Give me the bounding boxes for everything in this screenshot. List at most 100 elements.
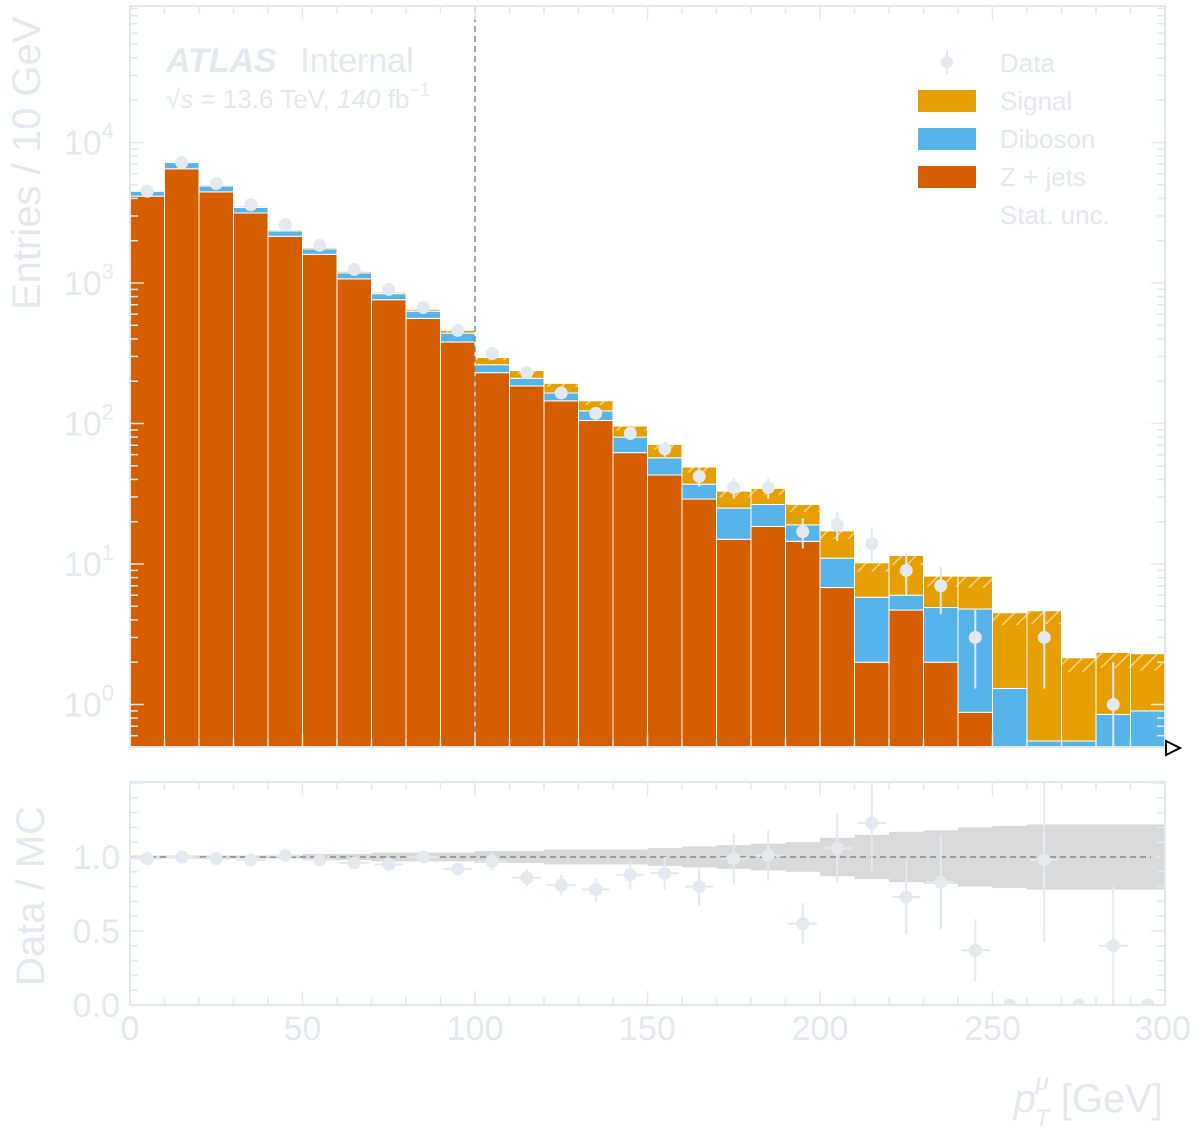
ratio-point bbox=[382, 857, 396, 871]
main-y-axis-label: Entries / 10 GeV bbox=[5, 16, 49, 310]
data-point bbox=[830, 518, 844, 532]
zjets-bar bbox=[819, 587, 855, 747]
zjets-bar bbox=[509, 385, 545, 747]
zjets-bar bbox=[130, 195, 165, 747]
tick-base: 10 bbox=[64, 125, 102, 163]
ratio-point bbox=[623, 868, 637, 882]
diboson-bar bbox=[923, 607, 959, 663]
legend-item-data: Data bbox=[941, 48, 1055, 78]
data-point bbox=[485, 346, 499, 360]
diboson-bar bbox=[1130, 710, 1165, 747]
x-axis-label: pμ T [GeV] bbox=[1013, 1069, 1163, 1129]
data-marker-icon bbox=[941, 56, 953, 68]
x-tick-label: 50 bbox=[284, 1010, 322, 1048]
ratio-y-tick-label: 0.0 bbox=[73, 987, 120, 1025]
legend-item-signal: Signal bbox=[918, 86, 1072, 116]
ratio-point bbox=[278, 849, 292, 863]
ratio-point bbox=[761, 849, 775, 863]
ratio-point bbox=[347, 856, 361, 870]
x-axis-sup: μ bbox=[1035, 1069, 1049, 1096]
ratio-point bbox=[934, 875, 948, 889]
ratio-point bbox=[1037, 853, 1051, 867]
x-axis-sub: T bbox=[1035, 1105, 1052, 1129]
data-point bbox=[175, 156, 189, 170]
zjets-bar bbox=[440, 341, 476, 747]
diboson-bar bbox=[854, 596, 890, 663]
data-point bbox=[761, 481, 775, 495]
legend-label: Z + jets bbox=[1000, 162, 1086, 192]
ratio-axis-ticks bbox=[129, 782, 1166, 1006]
ratio-point bbox=[209, 851, 223, 865]
x-axis-unit: [GeV] bbox=[1050, 1077, 1163, 1121]
stat-hatch-bar bbox=[613, 421, 648, 431]
energy-text: = 13.6 TeV, bbox=[193, 84, 337, 114]
zjets-bar bbox=[854, 661, 890, 747]
lumi-exponent: −1 bbox=[409, 80, 430, 100]
stat-hatch-bar bbox=[1130, 640, 1165, 671]
stacked-histogram bbox=[130, 160, 1165, 747]
zjets-bar bbox=[164, 168, 200, 747]
data-point bbox=[347, 262, 361, 276]
zjets-bar bbox=[198, 191, 234, 747]
ratio-frame bbox=[129, 781, 1166, 1006]
zjets-bar bbox=[750, 525, 786, 747]
data-point bbox=[278, 218, 292, 232]
diboson-swatch-icon bbox=[918, 128, 976, 150]
lumi-value: 140 bbox=[337, 84, 381, 114]
legend-item-stat-unc: Stat. unc. bbox=[918, 200, 1110, 230]
main-y-tick-label: 104 bbox=[64, 119, 114, 163]
ratio-point bbox=[865, 816, 879, 830]
overflow-arrow-icon bbox=[1165, 739, 1183, 757]
ratio-point bbox=[830, 841, 844, 855]
stat-hatch-bar bbox=[682, 461, 717, 473]
zjets-bar bbox=[371, 299, 407, 747]
zjets-bar bbox=[233, 212, 269, 747]
main-y-tick-label: 100 bbox=[64, 681, 114, 725]
zjets-bar bbox=[785, 540, 821, 747]
ratio-point bbox=[658, 866, 672, 880]
stat-band-segment bbox=[371, 852, 407, 862]
ratio-point bbox=[451, 862, 465, 876]
legend-label: Diboson bbox=[1000, 124, 1095, 154]
ratio-point bbox=[899, 890, 913, 904]
tick-exponent: 0 bbox=[102, 681, 114, 706]
data-point bbox=[451, 323, 465, 337]
diboson-bar bbox=[716, 507, 752, 540]
stat-hatch-bar bbox=[544, 379, 579, 388]
diboson-bar bbox=[888, 594, 924, 611]
data-point bbox=[313, 238, 327, 252]
data-point bbox=[244, 198, 258, 212]
ratio-point bbox=[1003, 998, 1017, 1005]
energy-lumi-label: √s = 13.6 TeV, 140 fb−1 bbox=[166, 80, 430, 114]
data-point bbox=[589, 406, 603, 420]
ratio-point bbox=[692, 880, 706, 894]
x-tick-label: 250 bbox=[964, 1010, 1021, 1048]
stat-hatch-bar bbox=[854, 555, 889, 572]
data-point bbox=[520, 366, 534, 380]
zjets-bar bbox=[612, 452, 648, 747]
stat-band-segment bbox=[440, 852, 476, 862]
stat-band-segment bbox=[509, 851, 545, 863]
zjets-bar bbox=[578, 420, 614, 747]
zjets-bar bbox=[923, 661, 959, 747]
energy-var: s bbox=[180, 84, 193, 114]
ratio-y-tick-labels: 0.0 0.5 1.0 bbox=[73, 839, 120, 1025]
diboson-bar bbox=[992, 687, 1028, 747]
data-point bbox=[623, 426, 637, 440]
zjets-bar bbox=[957, 711, 993, 747]
main-y-tick-label: 102 bbox=[64, 400, 114, 444]
diboson-bar bbox=[509, 377, 545, 387]
zjets-bar bbox=[647, 474, 683, 747]
ratio-point bbox=[485, 854, 499, 868]
data-point bbox=[140, 184, 154, 198]
diboson-bar bbox=[474, 364, 510, 374]
data-point bbox=[554, 386, 568, 400]
experiment-name: ATLAS bbox=[165, 42, 277, 80]
stat-hatch-bar bbox=[992, 602, 1027, 626]
data-point bbox=[968, 630, 982, 644]
stat-hatch-bar bbox=[785, 497, 820, 512]
diboson-bar bbox=[647, 457, 683, 476]
hatch-swatch-icon bbox=[918, 204, 976, 226]
signal-swatch-icon bbox=[918, 90, 976, 112]
